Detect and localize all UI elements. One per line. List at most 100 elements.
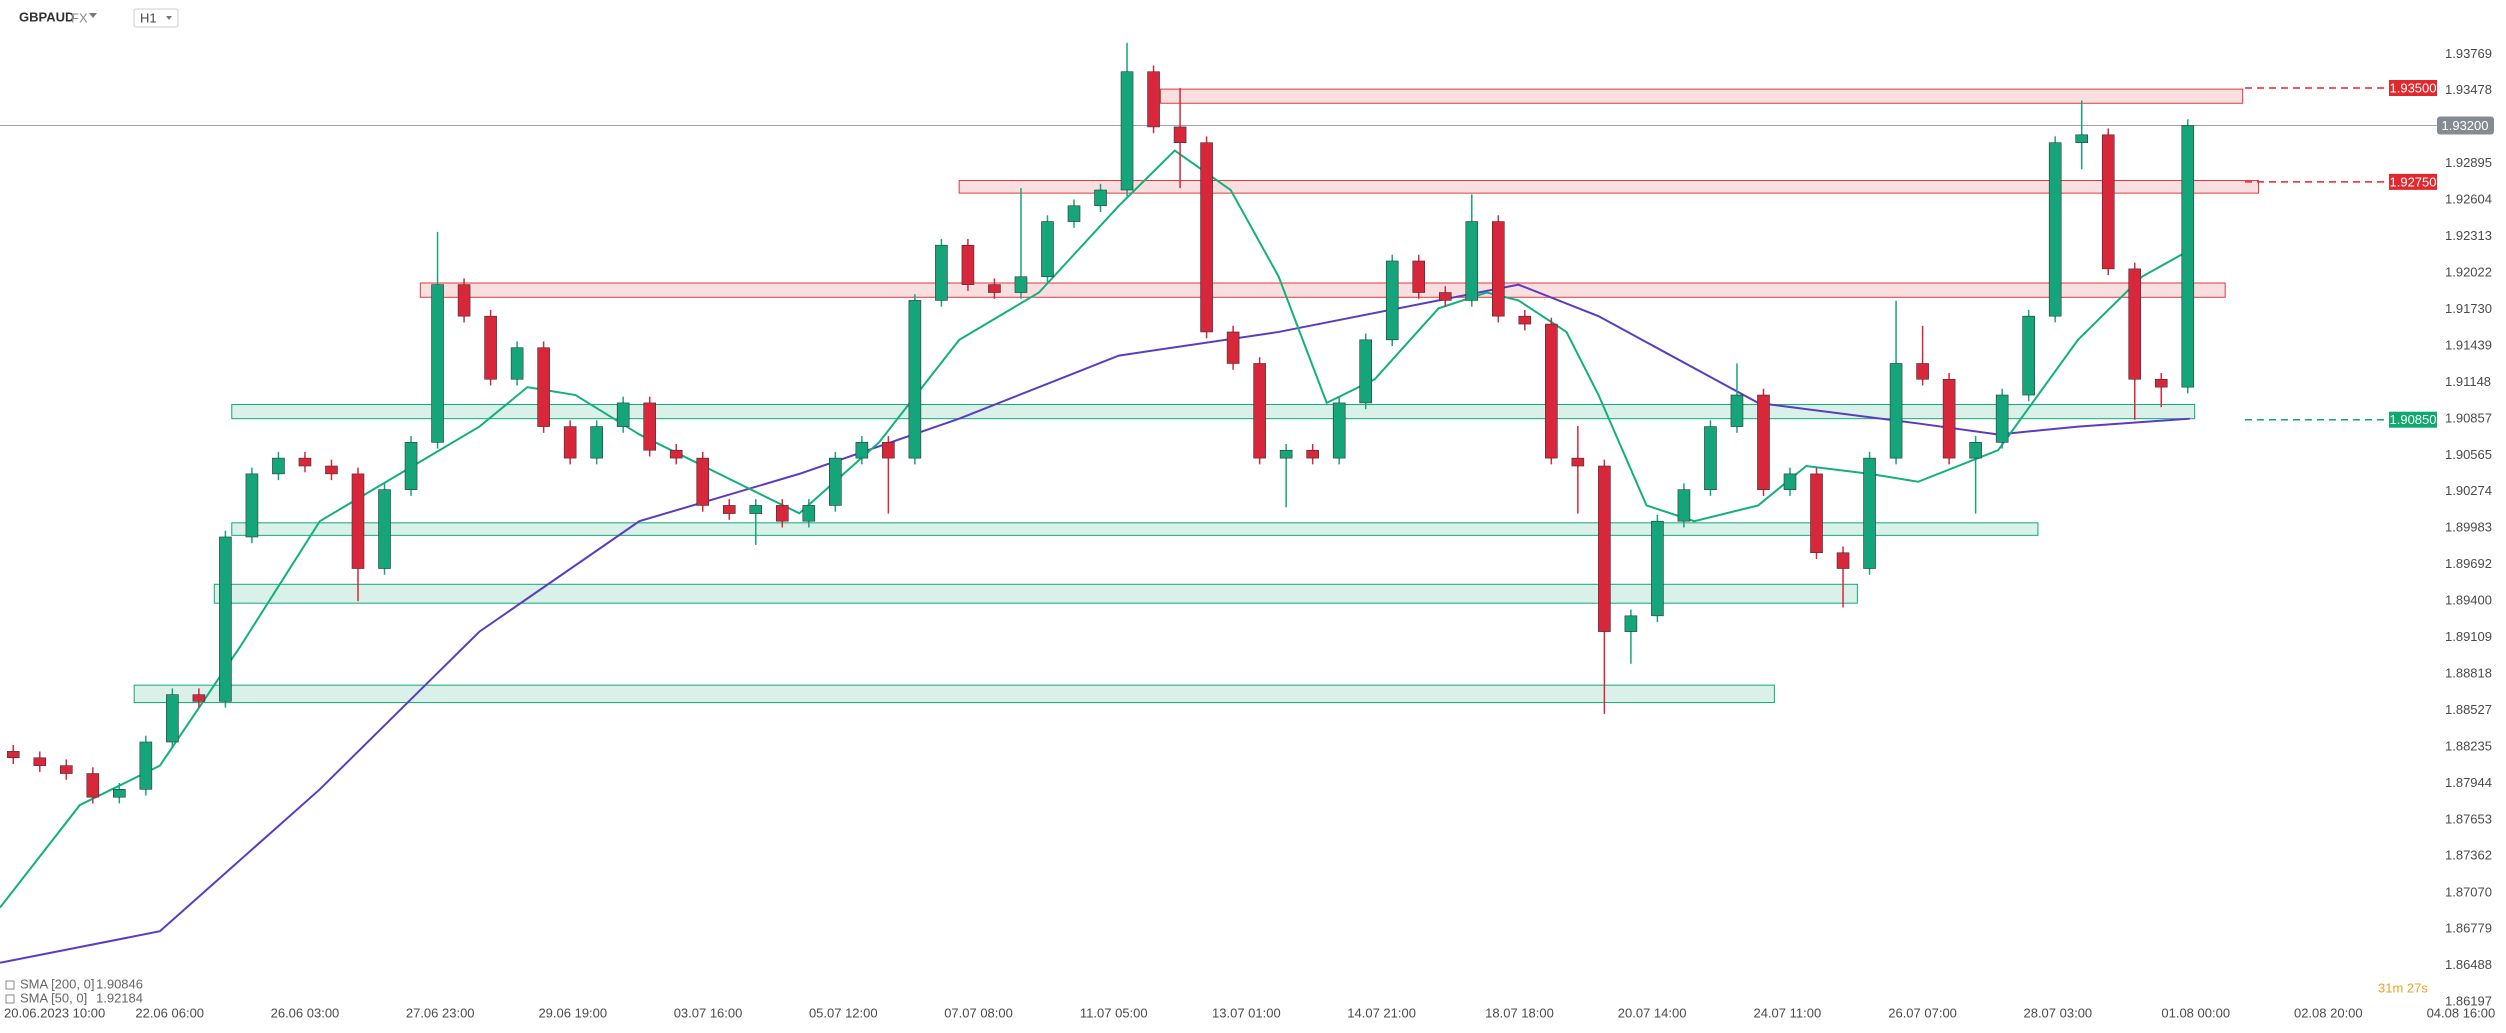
x-tick-label: 07.07 08:00 [944, 1005, 1013, 1020]
candle-body [882, 442, 895, 459]
candle-body [1173, 126, 1187, 143]
x-tick-label: 03.07 16:00 [674, 1005, 743, 1020]
candle-body [325, 465, 338, 475]
candle-body [6, 751, 20, 759]
current-price-box [2437, 116, 2494, 135]
candle-body [86, 773, 100, 798]
symbol-dropdown-arrow[interactable] [89, 13, 97, 18]
candle-body [722, 505, 736, 514]
y-tick-label: 1.92604 [2445, 192, 2492, 207]
y-tick-label: 1.87653 [2445, 811, 2492, 826]
x-tick-label: 29.06 19:00 [538, 1005, 607, 1020]
timeframe-select[interactable] [133, 8, 179, 28]
y-tick-label: 1.90857 [2445, 410, 2492, 425]
candle-body [1783, 473, 1797, 490]
x-tick-label: 26.07 07:00 [1888, 1005, 1957, 1020]
candle-body [1200, 142, 1213, 333]
candle-body [961, 244, 975, 285]
sma-line [0, 283, 2190, 964]
candle-body [2181, 125, 2195, 388]
candle-body [59, 765, 73, 774]
level-label: 1.90850 [2390, 412, 2437, 427]
legend-value: 1.90846 [96, 976, 143, 991]
zone [133, 684, 1775, 704]
candle-body [1332, 402, 1346, 459]
candle-body [1359, 339, 1373, 404]
y-tick-label: 1.88235 [2445, 738, 2492, 753]
symbol[interactable]: GBPAUD [19, 9, 74, 24]
x-tick-label: 20.06.2023 10:00 [4, 1005, 105, 1020]
candle-body [1810, 473, 1823, 554]
candle-body [1598, 465, 1611, 632]
candle-body [775, 505, 789, 522]
candle-body [935, 244, 948, 301]
sma-line [0, 149, 2191, 909]
candle-body [192, 694, 206, 702]
timeframe-arrow[interactable] [166, 16, 172, 20]
legend-value: 1.92184 [96, 990, 143, 1005]
zone [231, 404, 2196, 420]
zone [213, 583, 1858, 604]
candle-body [749, 505, 763, 514]
candle-body [616, 402, 630, 427]
candle-body [484, 315, 497, 380]
zone [419, 282, 2226, 298]
y-tick-label: 1.90565 [2445, 447, 2492, 462]
zone [231, 522, 2039, 536]
candle-body [1704, 426, 1717, 490]
candle-body [510, 347, 524, 380]
level-label-box [2389, 173, 2437, 190]
candle-body [829, 457, 842, 506]
y-tick-label: 1.87362 [2445, 848, 2492, 863]
candle-body [272, 457, 285, 475]
candle-body [1571, 457, 1585, 467]
candle-body [1014, 276, 1028, 293]
candle-body [351, 473, 365, 569]
y-tick-label: 1.92022 [2445, 264, 2492, 279]
y-tick-label: 1.89400 [2445, 593, 2492, 608]
candle-body [2101, 134, 2115, 270]
level-label-box [2389, 411, 2437, 428]
candle-body [2154, 378, 2168, 388]
candle-body [696, 457, 710, 506]
y-tick-label: 1.91730 [2445, 301, 2492, 316]
candle-body [1120, 71, 1134, 191]
candle-body [1545, 323, 1558, 459]
candle-body [457, 284, 471, 317]
y-tick-label: 1.91439 [2445, 337, 2492, 352]
legend-name: SMA [200, 0] [20, 976, 94, 991]
x-tick-label: 26.06 03:00 [271, 1005, 340, 1020]
candle-body [1041, 221, 1054, 278]
candle-body [590, 426, 603, 459]
zone [1159, 88, 2244, 104]
candle-body [2128, 268, 2142, 380]
x-tick-label: 27.06 23:00 [406, 1005, 475, 1020]
y-tick-label: 1.86197 [2445, 994, 2492, 1009]
candle-body [1253, 363, 1266, 459]
y-tick-label: 1.92895 [2445, 155, 2492, 170]
candle-body [219, 536, 232, 702]
y-tick-label: 1.90274 [2445, 483, 2492, 498]
y-tick-label: 1.86488 [2445, 957, 2492, 972]
candle-body [1651, 520, 1664, 617]
candle-body [537, 347, 550, 427]
candle-body [1863, 457, 1876, 569]
x-tick-label: 04.08 16:00 [2427, 1005, 2496, 1020]
x-tick-label: 13.07 01:00 [1212, 1005, 1281, 1020]
x-tick-label: 28.07 03:00 [2023, 1005, 2092, 1020]
candle-body [139, 741, 153, 790]
level-label: 1.93500 [2390, 80, 2437, 95]
candle-body [1836, 552, 1850, 569]
candle-body [245, 473, 259, 538]
candle-body [1279, 449, 1293, 459]
legend-name: SMA [50, 0] [20, 990, 87, 1005]
candle-body [1518, 315, 1532, 325]
timeframe[interactable]: H1 [140, 10, 157, 25]
candle-body [802, 505, 816, 522]
candle-body [855, 442, 869, 459]
countdown: 31m 27s [2378, 980, 2428, 995]
current-price-label: 1.93200 [2442, 118, 2489, 133]
candle-body [33, 757, 47, 766]
y-tick-label: 1.93769 [2445, 46, 2492, 61]
market: FX [71, 10, 88, 25]
